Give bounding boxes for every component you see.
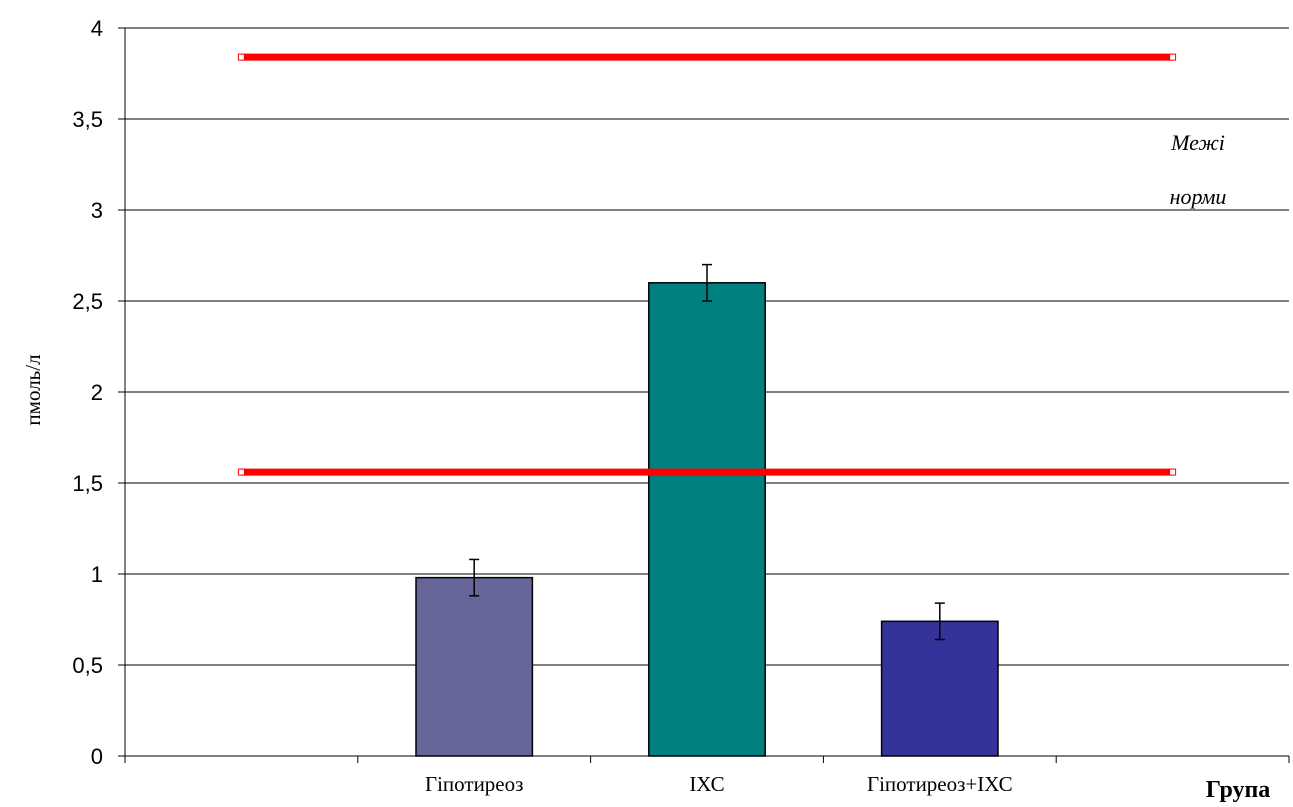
x-tick-label: ІХС — [689, 772, 724, 796]
reference-marker — [1169, 468, 1177, 476]
y-tick-label: 3 — [91, 198, 103, 223]
error-bars — [469, 263, 945, 641]
y-tick-label: 0 — [91, 744, 103, 769]
reference-lines — [237, 53, 1177, 476]
bars — [415, 282, 999, 757]
x-axis-label: Група — [1206, 777, 1271, 803]
x-tick-label: Гіпотиреоз — [425, 772, 523, 796]
bar — [415, 576, 534, 757]
y-tick-label: 2,5 — [72, 289, 103, 314]
bar — [648, 282, 766, 757]
y-tick-label: 2 — [91, 380, 103, 405]
annotation-line-1: Межі — [1170, 130, 1225, 155]
y-axis-label: пмоль/л — [21, 354, 45, 425]
y-tick-label: 1,5 — [72, 471, 103, 496]
annotation-line-2: норми — [1170, 184, 1227, 209]
y-tick-labels: 0 0,5 1 1,5 2 2,5 3 3,5 4 — [72, 16, 103, 769]
y-tick-label: 1 — [91, 562, 103, 587]
y-tick-label: 0,5 — [72, 653, 103, 678]
reference-marker — [237, 468, 245, 476]
reference-marker — [237, 53, 245, 61]
x-category-labels: Гіпотиреоз ІХС Гіпотиреоз+ІХС — [425, 772, 1013, 796]
y-tick-label: 3,5 — [72, 107, 103, 132]
reference-marker — [1169, 53, 1177, 61]
x-tick-label: Гіпотиреоз+ІХС — [867, 772, 1013, 796]
y-tick-label: 4 — [91, 16, 103, 41]
bar — [880, 620, 999, 757]
